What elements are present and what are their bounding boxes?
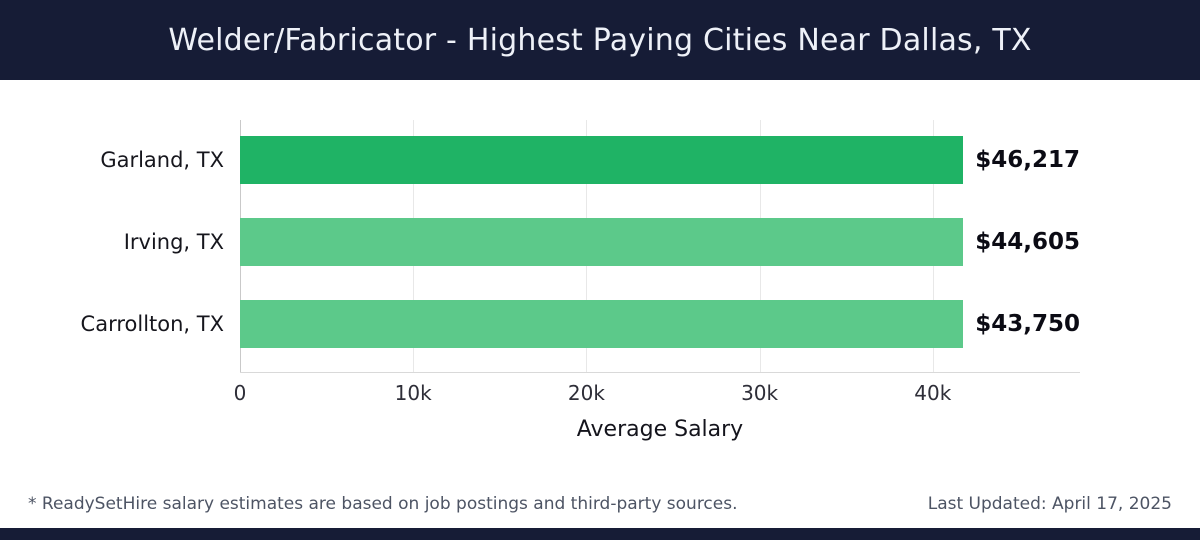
last-updated: Last Updated: April 17, 2025 xyxy=(927,494,1172,514)
value-label: $46,217 xyxy=(975,147,1080,173)
category-label: Garland, TX xyxy=(100,148,224,172)
chart-title-bar: Welder/Fabricator - Highest Paying Citie… xyxy=(0,0,1200,80)
x-tick-label: 10k xyxy=(394,381,432,405)
x-axis-title-row: Average Salary xyxy=(0,417,1200,442)
x-tick-label: 20k xyxy=(567,381,605,405)
bottom-accent-bar xyxy=(0,528,1200,540)
axis-spacer xyxy=(0,373,240,407)
salary-bar xyxy=(240,218,964,266)
bar-row: $44,605 xyxy=(240,218,1080,266)
value-label: $44,605 xyxy=(975,229,1080,255)
salary-bar xyxy=(240,300,964,348)
category-label: Irving, TX xyxy=(123,230,224,254)
x-axis: 0 10k 20k 30k 40k xyxy=(0,373,1200,407)
x-tick-label: 0 xyxy=(233,381,247,405)
bar-row: $43,750 xyxy=(240,300,1080,348)
chart-title: Welder/Fabricator - Highest Paying Citie… xyxy=(168,22,1032,58)
bar-chart: Garland, TX Irving, TX Carrollton, TX $46,… xyxy=(0,120,1200,373)
x-tick-label: 30k xyxy=(741,381,779,405)
footnote: * ReadySetHire salary estimates are base… xyxy=(28,494,738,514)
plot-area: $46,217 $44,605 $43,750 xyxy=(240,120,1080,373)
x-tick-label: 40k xyxy=(914,381,952,405)
x-tick-labels: 0 10k 20k 30k 40k xyxy=(234,373,1080,407)
salary-bar xyxy=(240,136,964,184)
axis-spacer xyxy=(0,417,240,442)
y-axis-labels: Garland, TX Irving, TX Carrollton, TX xyxy=(0,120,240,373)
value-label: $43,750 xyxy=(975,311,1080,337)
bar-row: $46,217 xyxy=(240,136,1080,184)
footer: * ReadySetHire salary estimates are base… xyxy=(0,494,1200,528)
x-axis-title: Average Salary xyxy=(576,417,744,442)
category-label: Carrollton, TX xyxy=(80,312,224,336)
